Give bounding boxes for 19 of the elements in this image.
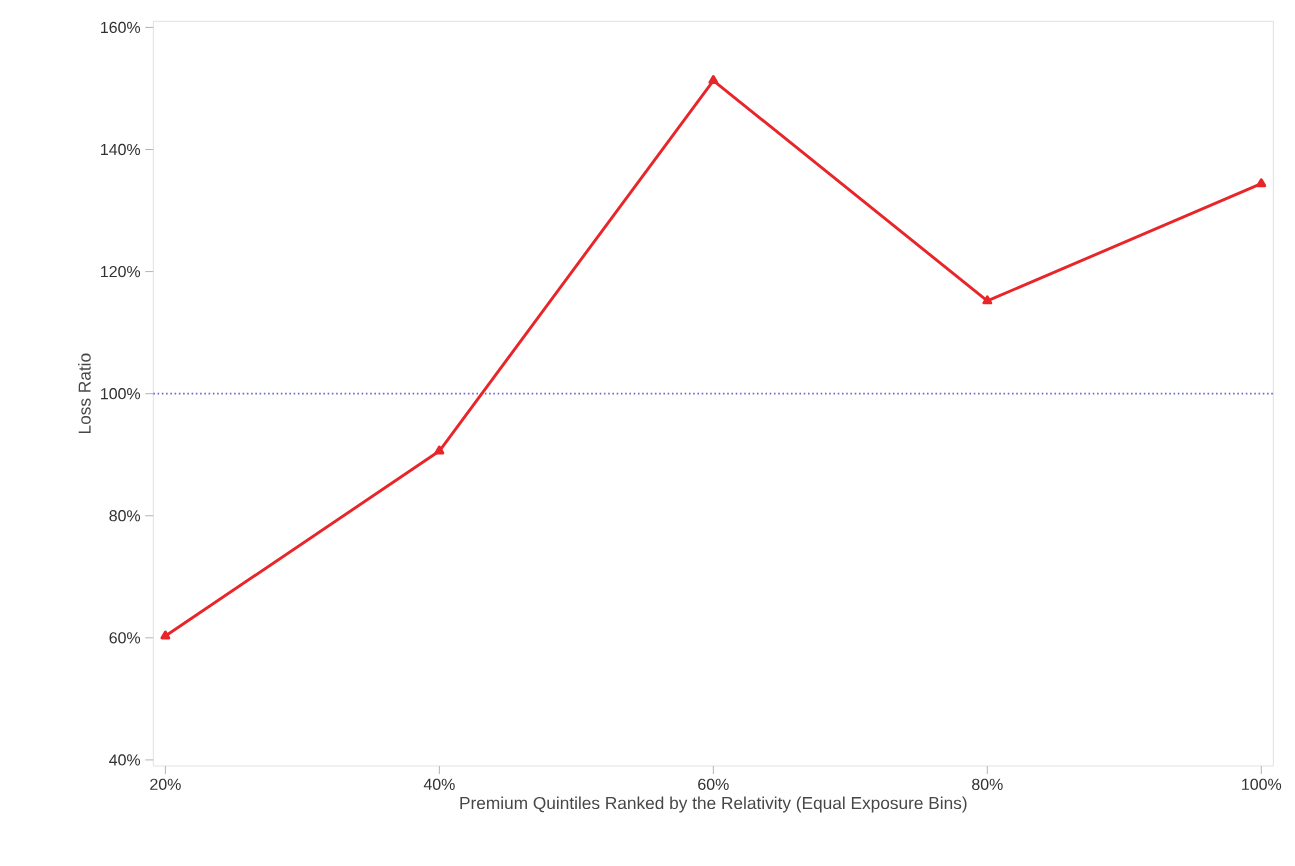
x-axis-title: Premium Quintiles Ranked by the Relativity (Equal Exposure Bins) [460, 796, 967, 813]
y-tick-label: 60% [109, 632, 141, 644]
point [160, 630, 171, 640]
y-tick-label: 100% [101, 388, 141, 400]
y-tick-label: 160% [101, 21, 141, 34]
x-tick-label: 100% [1242, 778, 1282, 790]
point [434, 445, 445, 455]
y-tick-label: 140% [101, 143, 141, 156]
y-tick-label: 80% [109, 510, 141, 522]
y-axis-title: Loss Ratio [78, 353, 91, 434]
point [1256, 178, 1267, 188]
x-tick-label: 80% [972, 778, 1003, 790]
x-tick-label: 20% [150, 778, 181, 790]
y-tick-label: 40% [109, 754, 141, 766]
x-tick-label: 40% [423, 778, 455, 790]
point [982, 295, 993, 305]
y-tick-label: 120% [101, 265, 141, 278]
x-tick-label: 60% [698, 778, 729, 790]
point [708, 75, 719, 84]
